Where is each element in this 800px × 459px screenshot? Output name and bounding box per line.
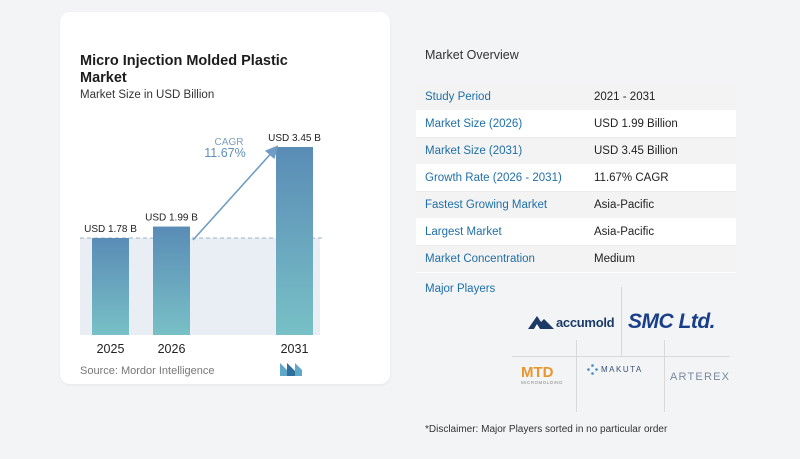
cagr-value: 11.67% xyxy=(204,146,245,160)
overview-title: Market Overview xyxy=(425,48,519,62)
makuta-logo: MAKUTA xyxy=(587,364,643,375)
chart-title: Micro Injection Molded Plastic Market xyxy=(80,53,288,86)
bar-2031 xyxy=(276,147,313,335)
arterex-logo: ARTEREX xyxy=(670,371,730,383)
x-tick-label: 2031 xyxy=(281,342,309,356)
bar-value-label: USD 1.78 B xyxy=(84,224,137,235)
bar-2025 xyxy=(92,238,129,335)
bar-value-label: USD 1.99 B xyxy=(145,213,198,224)
row-label: Study Period xyxy=(425,91,491,103)
major-players-title: Major Players xyxy=(425,283,496,295)
source-text: Source: Mordor Intelligence xyxy=(80,365,215,377)
row-value: 11.67% CAGR xyxy=(594,172,669,184)
overview-row: Market Size (2026) USD 1.99 Billion xyxy=(416,111,736,138)
makuta-dots-icon xyxy=(587,364,598,375)
divider xyxy=(621,287,622,357)
accumold-logo: accumold xyxy=(528,314,615,330)
x-tick-label: 2026 xyxy=(158,342,186,356)
makuta-text: MAKUTA xyxy=(601,365,643,374)
overview-row: Market Concentration Medium xyxy=(416,246,736,273)
row-value: USD 1.99 Billion xyxy=(594,118,678,130)
row-label: Market Size (2031) xyxy=(425,145,523,157)
mtd-logo: MTD MICROMOLDING xyxy=(521,364,563,385)
row-value: USD 3.45 Billion xyxy=(594,145,678,157)
cagr-arrow xyxy=(192,145,279,241)
row-value: Asia-Pacific xyxy=(594,199,655,211)
cagr-label: CAGR xyxy=(215,137,244,148)
row-label: Fastest Growing Market xyxy=(425,199,548,211)
mtd-subtext: MICROMOLDING xyxy=(521,380,563,385)
accumold-mountain-icon xyxy=(528,316,554,329)
row-label: Largest Market xyxy=(425,226,502,238)
overview-row: Fastest Growing Market Asia-Pacific xyxy=(416,192,736,219)
bar-2026 xyxy=(153,226,190,335)
x-tick-label: 2025 xyxy=(97,342,125,356)
row-label: Growth Rate (2026 - 2031) xyxy=(425,172,562,184)
overview-row: Study Period 2021 - 2031 xyxy=(416,84,736,111)
chart-subtitle: Market Size in USD Billion xyxy=(80,89,215,101)
accumold-text: accumold xyxy=(556,314,615,330)
divider xyxy=(576,340,577,412)
row-label: Market Size (2026) xyxy=(425,118,523,130)
arterex-text: ARTEREX xyxy=(670,371,731,383)
mordor-logo-icon xyxy=(280,363,302,376)
divider xyxy=(664,340,665,412)
row-value: Medium xyxy=(594,253,635,265)
mtd-text: MTD xyxy=(521,364,554,381)
overview-row: Growth Rate (2026 - 2031) 11.67% CAGR xyxy=(416,165,736,192)
row-value: 2021 - 2031 xyxy=(594,91,656,103)
smc-text: SMC Ltd. xyxy=(628,310,715,333)
bar-chart: USD 1.78 B 2025 USD 1.99 B 2026 USD 3.45 B 20… xyxy=(80,133,325,356)
overview-table: Study Period 2021 - 2031 Market Size (20… xyxy=(416,84,736,273)
row-label: Market Concentration xyxy=(425,253,535,265)
divider xyxy=(512,356,730,357)
row-value: Asia-Pacific xyxy=(594,226,655,238)
disclaimer: *Disclaimer: Major Players sorted in no … xyxy=(425,424,668,435)
overview-row: Largest Market Asia-Pacific xyxy=(416,219,736,246)
smc-logo: SMC Ltd. xyxy=(628,310,715,334)
bar-value-label: USD 3.45 B xyxy=(268,133,321,144)
overview-row: Market Size (2031) USD 3.45 Billion xyxy=(416,138,736,165)
